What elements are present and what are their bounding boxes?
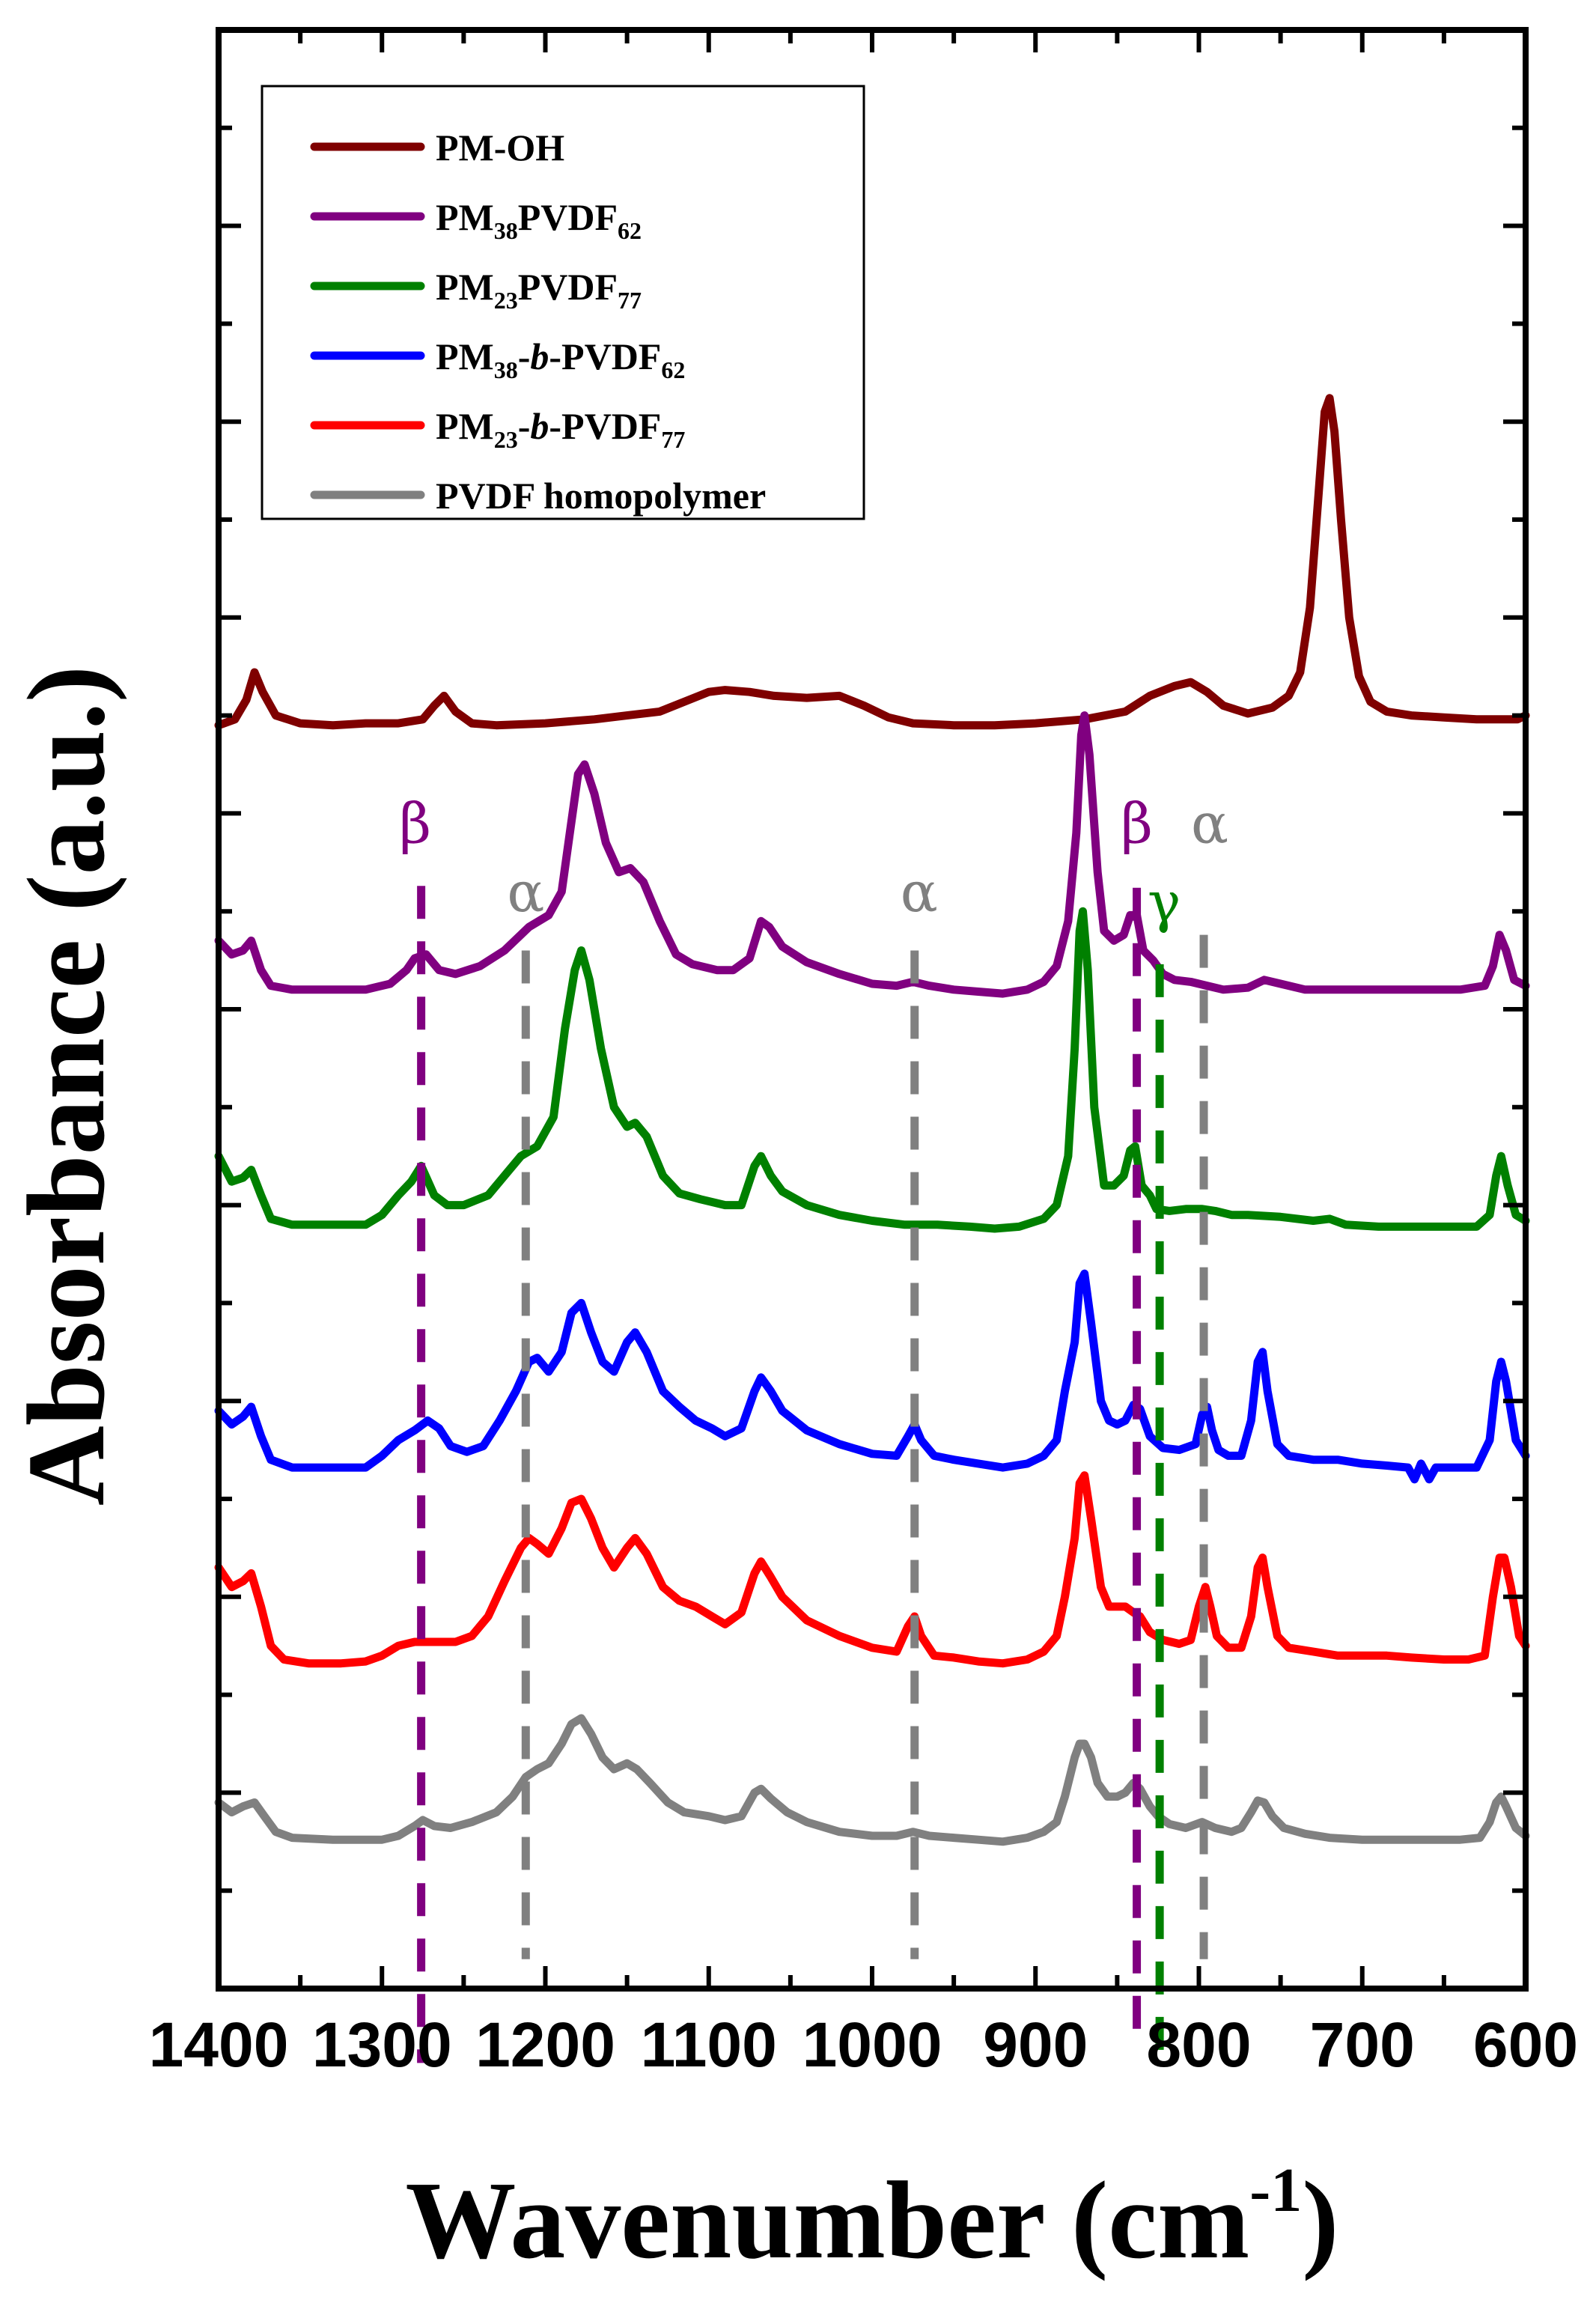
legend-label-part-3-2: PVDF [518, 266, 618, 308]
annotation-label-5: γ [1148, 870, 1181, 934]
legend-label-2: PM38PVDF62 [436, 196, 642, 244]
annotation-label-2: α [507, 860, 544, 925]
x-axis-title-text: Wavenumber (cm [406, 2159, 1250, 2282]
legend: PM-OHPM38PVDF62PM23PVDF77PM38-b-PVDF62PM… [261, 85, 865, 520]
legend-label-part-4-4: -PVDF [549, 335, 661, 377]
x-tick-label-2: 1200 [475, 2010, 615, 2080]
tick-layer: 1400 1300 1200 1100 1000 900 800 700 600 [149, 28, 1578, 2080]
legend-label-part-3-3: 77 [618, 287, 642, 314]
series-line-1 [214, 394, 1530, 730]
series-layer [214, 394, 1530, 1846]
annotation-label-3: α [901, 860, 938, 925]
x-tick-label-3: 1100 [641, 2010, 777, 2080]
legend-label-part-4-1: 38 [494, 356, 518, 383]
legend-label-part-2-2: PVDF [518, 196, 618, 238]
legend-label-part-4-0: PM [436, 335, 494, 377]
legend-label-part-4-5: 62 [661, 356, 685, 383]
legend-label-part-4-3: b [530, 335, 549, 377]
legend-label-5: PM23-b-PVDF77 [436, 405, 685, 453]
legend-label-part-5-2: - [518, 405, 531, 447]
x-tick-label-7: 700 [1310, 2010, 1415, 2080]
legend-label-part-2-3: 62 [618, 217, 642, 244]
x-tick-label-1: 1300 [312, 2010, 452, 2080]
x-axis-title: Wavenumber (cm-1) [406, 2156, 1339, 2282]
annotation-label-6: α [1191, 792, 1228, 857]
legend-label-part-1-0: PM-OH [436, 127, 564, 168]
x-tick-label-0: 1400 [149, 2010, 289, 2080]
legend-label-part-6-0: PVDF homopolymer [436, 475, 766, 517]
legend-label-3: PM23PVDF77 [436, 266, 642, 314]
legend-label-part-5-1: 23 [494, 426, 518, 453]
x-tick-label-5: 900 [983, 2010, 1088, 2080]
legend-label-part-2-1: 38 [494, 217, 518, 244]
x-tick-label-6: 800 [1146, 2010, 1251, 2080]
legend-label-part-5-5: 77 [661, 426, 685, 453]
annotation-label-4: β [1121, 792, 1153, 857]
x-axis-title-close: ) [1302, 2159, 1338, 2282]
series-line-3 [214, 907, 1530, 1233]
series-line-4 [214, 1269, 1530, 1484]
legend-label-4: PM38-b-PVDF62 [436, 335, 685, 383]
series-line-5 [214, 1471, 1530, 1668]
legend-label-6: PVDF homopolymer [436, 475, 766, 517]
x-tick-label-8: 600 [1473, 2010, 1578, 2080]
x-axis-title-superscript: -1 [1249, 2156, 1302, 2225]
legend-label-1: PM-OH [436, 127, 564, 168]
legend-label-part-5-3: b [530, 405, 549, 447]
series-line-2 [214, 711, 1530, 998]
legend-label-part-3-1: 23 [494, 287, 518, 314]
legend-items: PM-OHPM38PVDF62PM23PVDF77PM38-b-PVDF62PM… [310, 127, 766, 517]
annotation-label-1: β [399, 792, 431, 857]
legend-box [261, 85, 865, 520]
legend-label-part-3-0: PM [436, 266, 494, 308]
legend-label-part-5-0: PM [436, 405, 494, 447]
series-line-6 [214, 1714, 1530, 1846]
y-axis-title: Absorbance (a.u.) [5, 666, 128, 1506]
legend-label-part-2-0: PM [436, 196, 494, 238]
legend-label-part-4-2: - [518, 335, 531, 377]
x-tick-label-4: 1000 [802, 2010, 942, 2080]
legend-label-part-5-4: -PVDF [549, 405, 661, 447]
